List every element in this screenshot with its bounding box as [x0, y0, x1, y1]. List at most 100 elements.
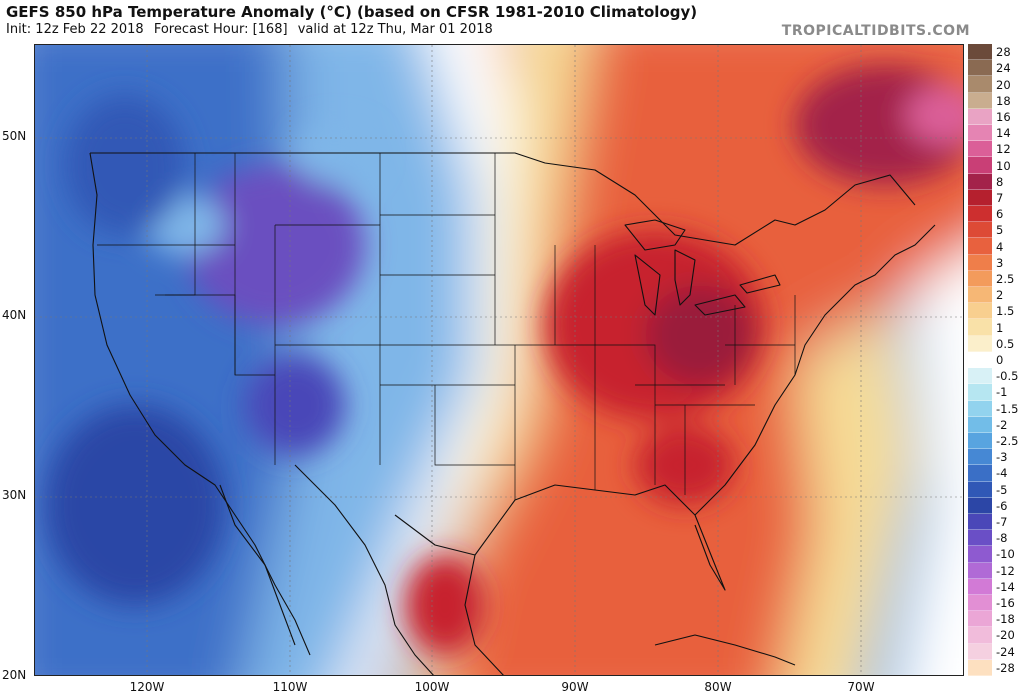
- colorbar-label: 14: [996, 126, 1011, 141]
- colorbar-label: -6: [996, 498, 1008, 513]
- colorbar-swatch: [968, 594, 992, 612]
- colorbar-label: -24: [996, 644, 1015, 659]
- colorbar-label: 0: [996, 353, 1004, 367]
- colorbar-swatch: [968, 562, 992, 579]
- brand-watermark: TROPICALTIDBITS.COM: [781, 23, 970, 39]
- colorbar-label: -14: [996, 579, 1015, 594]
- colorbar-label: 28: [996, 45, 1011, 60]
- colorbar-swatch: [968, 335, 992, 352]
- colorbar-swatch: [968, 578, 992, 595]
- anomaly-map: [34, 44, 964, 676]
- lat-label: 50N: [2, 129, 27, 143]
- lon-label: 100W: [414, 680, 450, 694]
- valid-time: valid at 12z Thu, Mar 01 2018: [297, 22, 493, 37]
- forecast-hour: Forecast Hour: [168]: [153, 22, 288, 37]
- colorbar-label: 8: [996, 174, 1004, 189]
- colorbar-label: -1: [996, 385, 1008, 400]
- colorbar-swatch: [968, 432, 992, 450]
- colorbar-swatch: [968, 189, 992, 207]
- colorbar-label: 0.5: [996, 336, 1015, 351]
- header: GEFS 850 hPa Temperature Anomaly (°C) (b…: [6, 3, 697, 37]
- colorbar-label: -8: [996, 531, 1008, 546]
- colorbar-swatch: [968, 141, 992, 158]
- colorbar-swatch: [968, 627, 992, 644]
- colorbar-label: -4: [996, 466, 1008, 481]
- colorbar-swatch: [968, 92, 992, 109]
- colorbar-swatch: [968, 465, 992, 482]
- colorbar-swatch: [968, 254, 992, 271]
- colorbar-swatch: [968, 384, 992, 401]
- colorbar-swatch: [968, 449, 992, 466]
- colorbar-label: -10: [996, 547, 1015, 562]
- colorbar-swatch: [968, 319, 992, 336]
- map-title: GEFS 850 hPa Temperature Anomaly (°C) (b…: [6, 3, 698, 21]
- lon-label: 80W: [704, 680, 732, 694]
- colorbar-swatch: [968, 303, 992, 320]
- colorbar-label: -0.5: [996, 369, 1019, 384]
- colorbar-label: 24: [996, 61, 1011, 76]
- colorbar-label: -7: [996, 515, 1008, 530]
- colorbar-label: 20: [996, 77, 1011, 92]
- map-canvas: [35, 45, 963, 675]
- graticule: [35, 45, 963, 675]
- state-borders: [97, 153, 796, 500]
- colorbar-label: 10: [996, 158, 1011, 173]
- map-subtitle: Init: 12z Feb 22 2018 Forecast Hour: [16…: [6, 22, 697, 37]
- colorbar-label: 18: [996, 93, 1011, 108]
- colorbar-swatch: [968, 481, 992, 498]
- init-time: Init: 12z Feb 22 2018: [6, 22, 144, 37]
- colorbar-swatch: [968, 287, 992, 304]
- lat-label: 30N: [2, 488, 27, 502]
- colorbar-swatch: [968, 513, 992, 531]
- colorbar-label: 12: [996, 142, 1011, 157]
- colorbar-label: -18: [996, 612, 1015, 627]
- lon-label: 120W: [129, 680, 165, 694]
- lat-label: 40N: [2, 308, 27, 322]
- colorbar-swatch: [968, 206, 992, 223]
- colorbar-swatch: [968, 368, 992, 385]
- colorbar-swatch: [968, 400, 992, 417]
- colorbar-label: 7: [996, 190, 1004, 205]
- colorbar-label: -3: [996, 450, 1008, 465]
- colorbar-swatch: [968, 238, 992, 255]
- coastlines: [89, 152, 936, 675]
- colorbar-swatch: [968, 125, 992, 142]
- lon-label: 110W: [272, 680, 308, 694]
- colorbar-label: -12: [996, 563, 1015, 578]
- colorbar-swatch: [968, 530, 992, 547]
- colorbar-label: -28: [996, 660, 1015, 675]
- colorbar-label: 6: [996, 207, 1004, 222]
- colorbar-swatch: [968, 157, 992, 174]
- colorbar-label: -5: [996, 482, 1008, 497]
- colorbar-swatch: [968, 173, 992, 190]
- lat-label: 20N: [2, 668, 27, 682]
- colorbar-label: 5: [996, 223, 1004, 238]
- colorbar-label: -16: [996, 596, 1015, 611]
- colorbar-label: 1.5: [996, 304, 1015, 319]
- colorbar-swatch: [968, 497, 992, 514]
- colorbar-swatch: [968, 108, 992, 126]
- colorbar-label: 3: [996, 255, 1004, 270]
- colorbar-swatch: [968, 222, 992, 239]
- colorbar-swatch: [968, 44, 992, 61]
- colorbar-label: 1: [996, 320, 1004, 335]
- colorbar: [968, 44, 992, 676]
- lon-label: 90W: [561, 680, 589, 694]
- colorbar-label: -2: [996, 417, 1008, 432]
- colorbar-label: -20: [996, 628, 1015, 643]
- colorbar-label: -2.5: [996, 434, 1019, 449]
- colorbar-swatch: [968, 659, 992, 676]
- colorbar-swatch: [968, 60, 992, 77]
- colorbar-swatch: [968, 76, 992, 93]
- colorbar-label: -1.5: [996, 401, 1019, 416]
- colorbar-swatch: [968, 351, 992, 369]
- colorbar-swatch: [968, 416, 992, 433]
- colorbar-label: 16: [996, 109, 1011, 124]
- colorbar-label: 2.5: [996, 271, 1015, 286]
- colorbar-label: 2: [996, 288, 1004, 303]
- colorbar-swatch: [968, 270, 992, 288]
- colorbar-label: 4: [996, 239, 1004, 254]
- colorbar-swatch: [968, 546, 992, 563]
- colorbar-swatch: [968, 611, 992, 628]
- lon-label: 70W: [847, 680, 875, 694]
